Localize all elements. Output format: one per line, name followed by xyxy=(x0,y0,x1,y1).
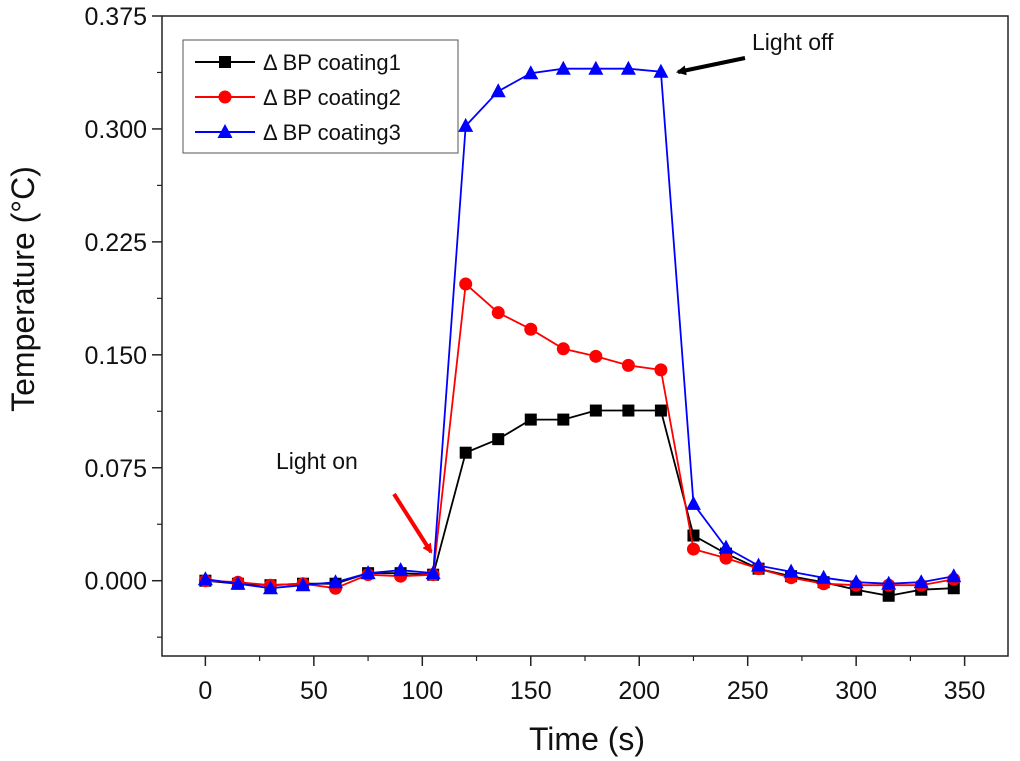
series-3-point xyxy=(946,568,962,583)
light-on-arrow xyxy=(392,492,433,554)
series-3-point xyxy=(620,60,636,75)
series-1-point xyxy=(882,589,895,602)
x-tick-label: 200 xyxy=(618,677,660,705)
series-3-point xyxy=(490,83,506,98)
series-3-point xyxy=(230,575,246,590)
x-tick-label: 150 xyxy=(510,677,552,705)
series-3-point xyxy=(816,569,832,584)
series-3-point xyxy=(751,557,767,572)
series-3 xyxy=(197,60,962,595)
y-tick-label: 0.000 xyxy=(84,568,147,596)
x-tick-label: 350 xyxy=(944,677,986,705)
legend: Δ BP coating1 Δ BP coating2 Δ BP coating3 xyxy=(182,39,459,154)
series-3-point xyxy=(881,575,897,590)
y-tick-label: 0.225 xyxy=(84,229,147,257)
series-3-point xyxy=(425,565,441,580)
series-3-point xyxy=(718,539,734,554)
x-tick-label: 300 xyxy=(835,677,877,705)
series-1-point xyxy=(524,413,537,426)
legend-label: Δ BP coating3 xyxy=(263,120,401,145)
legend-marker xyxy=(218,90,232,104)
series-1-point xyxy=(492,433,505,446)
series-3-point xyxy=(848,574,864,589)
y-tick-label: 0.375 xyxy=(84,3,147,31)
series-2-point xyxy=(491,306,505,320)
series-3-point xyxy=(555,60,571,75)
series-1-point xyxy=(654,404,667,417)
series-1 xyxy=(199,404,960,602)
light-off-label: Light off xyxy=(752,29,834,55)
light-off-arrow xyxy=(676,56,746,76)
legend-marker xyxy=(219,56,231,68)
series-1-point xyxy=(557,413,570,426)
series-2-point xyxy=(556,342,570,356)
series-2-point xyxy=(524,322,538,336)
series-3-point xyxy=(783,563,799,578)
light-on-label: Light on xyxy=(276,448,358,474)
series-3-point xyxy=(262,580,278,595)
series-3-point xyxy=(197,571,213,586)
y-tick-label: 0.300 xyxy=(84,116,147,144)
series-3-point xyxy=(913,574,929,589)
series-3-point xyxy=(295,577,311,592)
series-1-point xyxy=(687,529,700,542)
series-3-point xyxy=(588,60,604,75)
series-2-line xyxy=(205,282,954,590)
legend-label: Δ BP coating2 xyxy=(263,85,401,110)
y-axis-title: Temperature (°C) xyxy=(5,166,41,412)
series-2-point xyxy=(459,277,473,291)
x-tick-label: 0 xyxy=(198,677,212,705)
series-3-point xyxy=(360,565,376,580)
series-2-point xyxy=(719,551,733,565)
series-1-point xyxy=(947,582,960,595)
series-3-line xyxy=(205,67,954,590)
series-3-point xyxy=(523,65,539,80)
y-tick-label: 0.150 xyxy=(84,342,147,370)
series-2-point xyxy=(654,363,668,377)
series-2 xyxy=(198,277,961,595)
series-1-point xyxy=(459,446,472,459)
legend-label: Δ BP coating1 xyxy=(263,50,401,75)
series-2-point xyxy=(621,358,635,372)
x-axis-title: Time (s) xyxy=(529,721,645,757)
series-2-point xyxy=(686,542,700,556)
y-tick-label: 0.075 xyxy=(84,455,147,483)
series-1-point xyxy=(589,404,602,417)
series-3-point xyxy=(458,117,474,132)
series-2-point xyxy=(589,349,603,363)
x-tick-label: 250 xyxy=(727,677,769,705)
x-tick-label: 100 xyxy=(401,677,443,705)
series-3-point xyxy=(685,495,701,510)
series-3-point xyxy=(653,63,669,78)
x-tick-label: 50 xyxy=(300,677,328,705)
legend-marker xyxy=(217,124,233,138)
series-1-point xyxy=(622,404,635,417)
series-1-line xyxy=(205,409,954,597)
series-3-point xyxy=(328,574,344,589)
series-3-point xyxy=(393,562,409,577)
